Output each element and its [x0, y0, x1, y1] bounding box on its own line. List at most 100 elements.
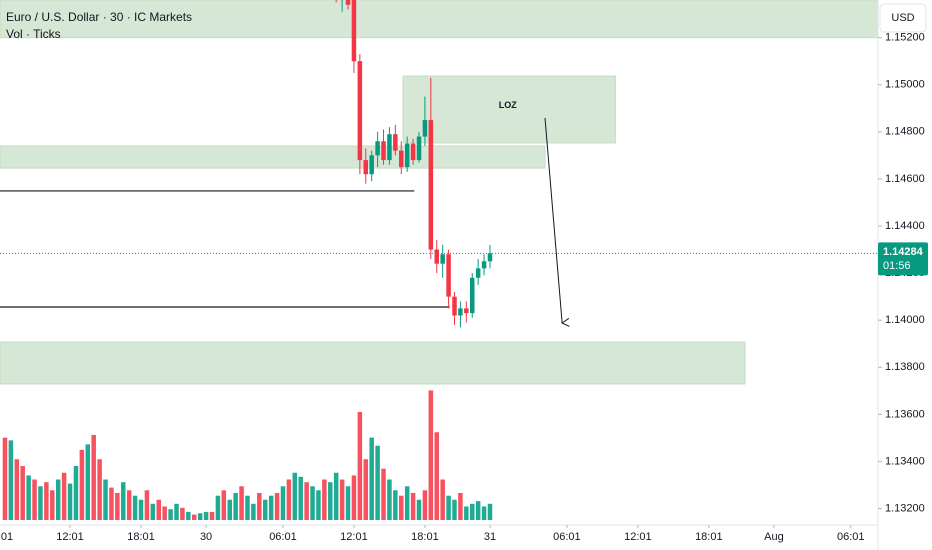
plot-area: LOZ: [0, 0, 878, 520]
x-tick-label: 18:01: [411, 531, 439, 543]
x-tick-label: 12:01: [624, 531, 652, 543]
candle-body: [404, 143, 410, 168]
volume-bar: [32, 479, 37, 520]
volume-bar: [8, 440, 14, 520]
volume-bar: [191, 514, 197, 520]
volume-bar: [322, 479, 327, 520]
volume-bar: [97, 459, 102, 520]
candle-body: [369, 155, 374, 175]
volume-bar: [410, 493, 416, 520]
volume-bar: [446, 495, 451, 520]
volume-bar: [203, 511, 209, 520]
candle-body: [481, 261, 487, 269]
volume-bar: [381, 468, 386, 520]
volume-bar: [150, 503, 156, 520]
volume-bar: [156, 499, 162, 520]
zone: [0, 145, 546, 169]
y-tick-label: 1.15000: [885, 79, 925, 91]
volume-bar: [115, 493, 120, 520]
candle-body: [351, 0, 357, 62]
currency-button[interactable]: [879, 3, 927, 33]
x-tick-label: 18:01: [695, 531, 723, 543]
volume-bar: [399, 495, 404, 520]
x-tick-label: 12:01: [340, 531, 368, 543]
volume-bar: [109, 487, 114, 520]
zone: [0, 0, 878, 39]
countdown: 01:56: [883, 260, 911, 272]
candle-body: [428, 120, 434, 250]
zone: [402, 75, 616, 144]
x-tick-label: 06:01: [269, 531, 297, 543]
chart-title: Euro / U.S. Dollar · 30 · IC Markets: [6, 10, 192, 24]
volume-bar: [316, 490, 321, 520]
volume-bar: [298, 476, 303, 520]
y-tick-label: 1.14000: [885, 314, 925, 326]
volume-bar: [50, 490, 55, 520]
volume-bar: [67, 483, 73, 520]
candle-body: [357, 61, 363, 161]
zone: [0, 341, 746, 385]
volume-bar: [434, 432, 439, 520]
volume-bar: [452, 499, 457, 520]
candle-body: [487, 253, 493, 262]
x-tick-label: 06:01: [837, 531, 865, 543]
candle-body: [475, 268, 481, 278]
y-tick-label: 1.13800: [885, 361, 925, 373]
candle-body: [446, 254, 451, 297]
volume-bar: [14, 459, 20, 520]
volume-bar: [339, 479, 345, 520]
price-label-box: [878, 242, 928, 276]
volume-bar: [357, 412, 363, 520]
volume-bar: [475, 501, 481, 520]
candle-body: [464, 308, 469, 314]
volume-bar: [481, 506, 487, 520]
volume-bar: [197, 513, 203, 520]
volume-bar: [186, 511, 191, 520]
volume-bar: [393, 490, 398, 520]
volume-bar: [251, 503, 256, 520]
arrow: [544, 117, 570, 327]
y-tick-label: 1.13600: [885, 408, 925, 420]
y-tick-label: 1.14600: [885, 173, 925, 185]
volume-bar: [351, 475, 357, 520]
volume-bar: [422, 490, 428, 520]
y-tick-label: 1.14400: [885, 220, 925, 232]
x-tick-label: 30: [200, 531, 212, 543]
candle-body: [375, 141, 380, 156]
x-tick-label: 06:01: [553, 531, 581, 543]
x-tick-label: 01: [1, 531, 13, 543]
candle-body: [381, 141, 386, 161]
volume-bar: [91, 434, 96, 520]
volume-bar: [268, 495, 274, 520]
volume-bar: [487, 503, 493, 520]
candle-body: [399, 150, 404, 168]
volume-bar: [333, 472, 339, 520]
currency-label[interactable]: USD: [891, 12, 914, 24]
volume-bar: [310, 486, 315, 520]
volume-bar: [375, 445, 380, 520]
volume-bar: [20, 466, 25, 520]
volume-bar: [162, 506, 167, 520]
candle-body: [434, 249, 439, 264]
candle-body: [440, 254, 445, 264]
volume-bar: [121, 482, 126, 520]
volume-bar: [55, 479, 61, 520]
price-label: 1.14284: [883, 246, 924, 258]
candle-body: [452, 296, 457, 316]
volume-bar: [73, 466, 79, 520]
volume-bar: [363, 459, 369, 520]
x-tick-label: 18:01: [127, 531, 155, 543]
volume-bar: [440, 479, 445, 520]
y-tick-label: 1.14800: [885, 126, 925, 138]
volume-label: Vol · Ticks: [6, 27, 61, 41]
volume-bar: [144, 490, 150, 520]
candle-body: [363, 160, 369, 175]
volume-bar: [44, 482, 49, 520]
candle-body: [387, 134, 392, 161]
volume-bar: [387, 479, 392, 520]
volume-bar: [369, 437, 374, 520]
volume-bar: [61, 472, 67, 520]
volume-bar: [469, 503, 475, 520]
y-tick-label: 1.13200: [885, 502, 925, 514]
